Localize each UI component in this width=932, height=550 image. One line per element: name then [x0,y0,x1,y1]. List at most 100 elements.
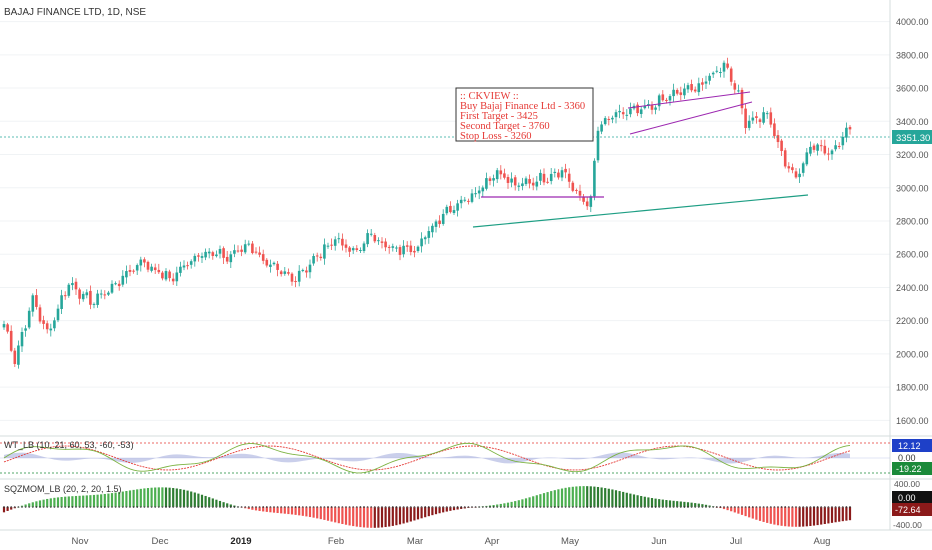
candle-body [485,178,488,189]
sqz-bar [28,503,31,507]
sqz-dot [197,506,200,508]
sqz-dot [733,506,736,508]
sqz-bar [766,507,769,523]
sqz-bar [89,495,92,507]
candle-body [701,82,704,85]
sqz-dot [762,506,765,508]
squeeze-momentum-pane [2,486,852,528]
sqz-title[interactable]: SQZMOM_LB (20, 2, 20, 1.5) [4,484,122,494]
sqz-dot [53,506,56,508]
sqz-dot [845,506,848,508]
time-tick-label: Dec [152,536,169,547]
sqz-dot [683,506,686,508]
channel-lower-line[interactable] [629,101,753,135]
candle-body [773,123,776,137]
sqz-bar [380,507,384,528]
candle-body [488,178,492,181]
sqz-dot [467,506,470,508]
sqz-bar [614,490,618,507]
sqz-bar [186,490,189,507]
sqz-bar [539,494,542,507]
sqz-bar [409,507,412,522]
sqz-bar [812,507,816,526]
time-axis[interactable]: Nov Dec 2019 Feb Mar Apr May Jun Jul Aug [72,536,831,547]
sqz-dot [31,506,34,508]
annotation-line-4: Second Target - 3760 [460,121,550,132]
candle-body [24,328,27,331]
candle-body [449,205,452,213]
sqz-dot [546,506,549,508]
sqz-dot [435,506,437,508]
sqz-dot [78,506,81,508]
sqz-dot [769,506,772,508]
sqz-bar [150,487,153,507]
candle-body [139,259,143,266]
sqz-bar [650,498,654,507]
symbol-title[interactable]: BAJAJ FINANCE LTD, 1D, NSE [4,7,146,18]
sqz-bar [697,503,700,507]
sqz-dot [521,506,524,508]
candle-body [215,254,218,257]
annotation-box[interactable]: :: CKVIEW :: Buy Bajaj Finance Ltd - 336… [455,87,594,142]
channel-upper-line[interactable] [627,91,751,109]
sqz-dot [568,506,571,508]
sqz-dot [816,506,819,508]
candle-body [236,250,240,252]
sqz-bar [49,498,52,507]
candle-body [549,173,553,182]
sqz-bar [578,486,582,507]
sqz-bar [146,488,150,507]
candle-body [240,249,243,252]
sqz-bar [460,507,463,509]
candle-body [535,181,539,187]
candle-body [405,245,409,247]
sqz-dot [399,506,401,508]
time-tick-label: Feb [328,536,344,547]
sqz-bar [251,507,254,510]
sqz-dot [445,506,448,508]
candle-body [542,173,546,183]
sqz-bar [848,507,852,521]
sqz-dot [751,506,754,508]
candle-body [182,265,186,268]
candle-body [323,244,326,259]
sqz-dot [449,506,452,508]
sqz-bar [56,497,60,507]
sqz-bar [834,507,837,523]
sqz-dot [532,506,535,508]
candle-body [107,292,110,295]
candle-body [31,295,35,312]
candle-body [200,256,204,258]
candle-body [456,203,459,211]
candle-body [427,231,431,238]
candle-body [355,248,359,250]
candle-body [495,170,499,180]
sqz-dot [330,506,333,508]
candle-body [56,308,60,321]
candle-body [596,130,600,161]
sqz-bar [690,502,693,507]
sqz-dot [424,506,427,508]
sqz-dot [431,506,434,508]
candle-body [153,267,157,271]
candle-body [53,320,56,329]
sqz-bar [582,486,585,507]
sqz-bar [726,507,729,511]
sqz-dot [643,506,646,508]
support-trendline[interactable] [472,194,809,228]
wt-title[interactable]: WT_LB (10, 21, 60, 53, -60, -53) [4,440,134,450]
time-tick-label: Nov [72,536,89,547]
sqz-dot [262,506,265,508]
sqz-bar [204,495,207,507]
sqz-bar [492,505,495,507]
candle-body [229,254,233,263]
sqz-dot [730,506,733,508]
sqz-bar [31,502,34,507]
sqz-dot [579,506,581,508]
sqz-bar [388,507,391,527]
candle-body [114,283,117,285]
sqz-bar [53,497,56,507]
sqz-dot [96,506,99,508]
price-axis[interactable]: 1600.00 1800.00 2000.00 2200.00 2400.00 2600.… [896,17,929,426]
